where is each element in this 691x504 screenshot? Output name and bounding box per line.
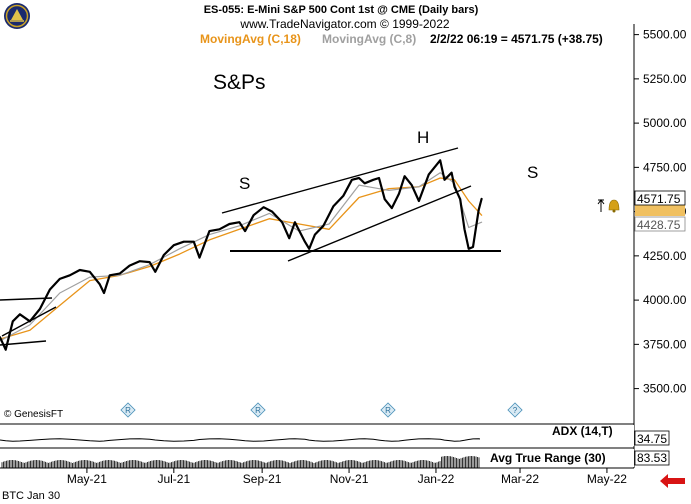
svg-text:R: R: [255, 406, 261, 415]
trendline-annotations: [0, 147, 501, 346]
channel-lower-line: [287, 185, 472, 262]
y-tick-label: 4250.00: [643, 249, 687, 263]
series-line-movingavg-c-8: [0, 172, 483, 342]
channel-upper-line: [221, 147, 459, 214]
r-diamond-icon[interactable]: R: [380, 402, 396, 418]
right-shoulder-label: S: [527, 163, 538, 182]
r-diamond-icon[interactable]: R: [120, 402, 136, 418]
y-tick-label: 5500.00: [643, 28, 687, 42]
adx-label: ADX (14,T): [552, 424, 613, 438]
price-markers: 4571.75 4428.75: [634, 190, 686, 232]
panel-frames: [0, 24, 635, 469]
event-markers: R R R ?: [120, 402, 523, 418]
y-axis: 5500.005250.005000.004750.004500.004250.…: [634, 28, 687, 396]
r-diamond-icon[interactable]: R: [250, 402, 266, 418]
alert-arrow-icon[interactable]: [597, 199, 605, 212]
last-price-box: [634, 190, 686, 206]
chart-header-url: www.TradeNavigator.com © 1999-2022: [239, 17, 449, 31]
y-tick-label: 4000.00: [643, 293, 687, 307]
x-axis: May-21 Jul-21 Sep-21 Nov-21 Jan-22 Mar-22 May-…: [67, 468, 627, 486]
bell-icon[interactable]: [608, 199, 620, 213]
atr-label: Avg True Range (30): [490, 451, 606, 465]
atr-bars: [1, 456, 480, 468]
contract-label: BTC Jan 30: [2, 490, 60, 502]
x-tick-label: Sep-21: [243, 472, 282, 486]
atr-panel: Avg True Range (30) 83.53: [1, 449, 670, 468]
scroll-right-arrow-icon[interactable]: [660, 474, 685, 488]
y-tick-label: 3750.00: [643, 337, 687, 351]
head-label: H: [417, 128, 429, 147]
svg-text:R: R: [385, 406, 391, 415]
chart-header-title: ES-055: E-Mini S&P 500 Cont 1st @ CME (D…: [204, 4, 479, 16]
series-line-movingavg-c-18: [0, 177, 483, 340]
x-tick-label: Jan-22: [418, 472, 455, 486]
atr-value: 83.53: [637, 451, 667, 465]
left-shoulder-label: S: [239, 174, 250, 193]
question-diamond-icon[interactable]: ?: [507, 402, 523, 418]
ma-level-box: [635, 203, 685, 216]
x-tick-label: Mar-22: [501, 472, 539, 486]
svg-text:?: ?: [513, 406, 518, 415]
x-tick-label: Nov-21: [330, 472, 369, 486]
early-trend-line: [1, 306, 57, 337]
ma-value-box: [634, 216, 686, 232]
ma18-legend[interactable]: MovingAvg (C,18): [200, 32, 301, 46]
early-support-line: [0, 340, 47, 346]
last-price-label: 4571.75: [637, 192, 681, 206]
adx-value: 34.75: [637, 432, 667, 446]
y-tick-label: 5000.00: [643, 116, 687, 130]
y-tick-label: 3500.00: [643, 382, 687, 396]
y-tick-label: 4750.00: [643, 160, 687, 174]
x-tick-label: May-21: [67, 472, 107, 486]
navigator-globe-icon[interactable]: [4, 3, 30, 29]
early-resistance-line: [0, 297, 53, 301]
chart-title: S&Ps: [213, 71, 266, 94]
price-readout: 2/2/22 06:19 = 4571.75 (+38.75): [430, 32, 603, 46]
svg-text:R: R: [125, 406, 131, 415]
x-tick-label: May-22: [587, 472, 627, 486]
y-tick-label: 5250.00: [643, 72, 687, 86]
series-layer: [0, 159, 483, 351]
ma-value-label: 4428.75: [637, 218, 681, 232]
credit-label: © GenesisFT: [4, 409, 63, 420]
x-tick-label: Jul-21: [157, 472, 190, 486]
adx-line: [0, 438, 482, 442]
series-line-es-055: [0, 159, 483, 351]
ma8-legend[interactable]: MovingAvg (C,8): [322, 32, 416, 46]
adx-panel: ADX (14,T) 34.75: [0, 424, 670, 446]
